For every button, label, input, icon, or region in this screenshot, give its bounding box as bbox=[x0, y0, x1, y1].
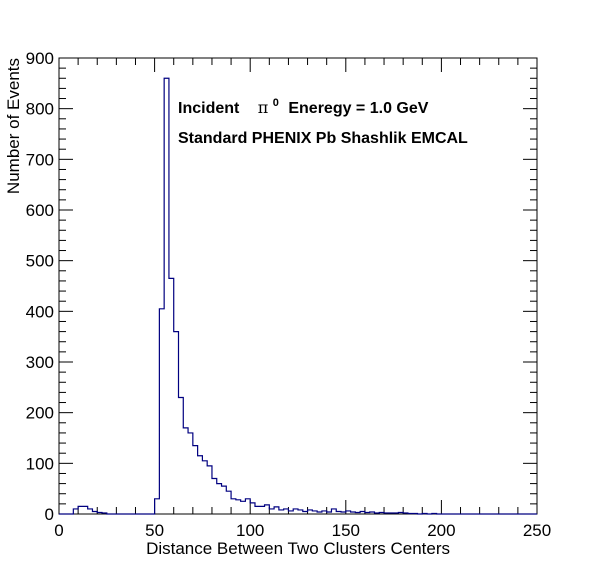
histogram-bin bbox=[207, 466, 212, 514]
histogram-bin bbox=[73, 509, 78, 514]
x-axis-tick-labels: 0 50 100 150 200 250 bbox=[54, 521, 551, 540]
histogram-bin bbox=[198, 456, 203, 514]
annotation-line-1-suffix: Eneregy = 1.0 GeV bbox=[288, 100, 428, 117]
plot-frame bbox=[58, 57, 538, 515]
histogram-bin bbox=[78, 506, 83, 514]
x-tick-label: 150 bbox=[332, 521, 360, 540]
histogram-bin bbox=[212, 479, 217, 514]
histogram-bin bbox=[222, 486, 227, 514]
histogram-bin bbox=[159, 309, 164, 514]
histogram-bin bbox=[183, 428, 188, 514]
y-tick-label: 100 bbox=[26, 454, 54, 473]
y-axis-tick-labels: 0 100 200 300 400 500 600 700 800 900 bbox=[26, 49, 54, 524]
histogram-bin bbox=[260, 506, 265, 514]
x-tick-label: 0 bbox=[54, 521, 63, 540]
x-tick-label: 50 bbox=[145, 521, 164, 540]
histogram-bin bbox=[193, 446, 198, 514]
y-tick-label: 400 bbox=[26, 302, 54, 321]
histogram-bin bbox=[298, 510, 303, 514]
x-tick-label: 100 bbox=[236, 521, 264, 540]
y-axis-ticks bbox=[59, 57, 537, 515]
histogram-bin bbox=[255, 506, 260, 514]
histogram-bin bbox=[179, 397, 184, 514]
histogram-bin bbox=[236, 500, 241, 514]
x-tick-label: 200 bbox=[427, 521, 455, 540]
annotation-line-1: Incident π 0 Eneregy = 1.0 GeV bbox=[178, 93, 429, 117]
histogram-bin bbox=[245, 499, 250, 514]
histogram-bin bbox=[241, 501, 246, 514]
x-tick-label: 250 bbox=[523, 521, 551, 540]
histogram-bin bbox=[169, 278, 174, 514]
y-tick-label: 800 bbox=[26, 100, 54, 119]
y-tick-label: 0 bbox=[45, 505, 54, 524]
histogram-bin bbox=[284, 509, 289, 514]
y-axis-label: Number of Events bbox=[4, 58, 23, 194]
histogram-bin bbox=[217, 484, 222, 514]
histogram-bin bbox=[231, 499, 236, 514]
annotation-line-2: Standard PHENIX Pb Shashlik EMCAL bbox=[178, 130, 468, 147]
annotation-line-1-prefix: Incident bbox=[178, 100, 240, 117]
histogram-bin bbox=[174, 332, 179, 514]
histogram-bin bbox=[88, 509, 93, 514]
histogram-bin bbox=[83, 506, 88, 514]
y-tick-label: 300 bbox=[26, 353, 54, 372]
x-axis-ticks bbox=[58, 58, 538, 514]
histogram-bin bbox=[164, 78, 169, 514]
histogram-bin bbox=[279, 510, 284, 514]
histogram-bin bbox=[202, 461, 207, 514]
histogram-bin bbox=[274, 507, 279, 514]
histogram-bin bbox=[293, 509, 298, 514]
histogram-bin bbox=[308, 510, 313, 514]
annotation-line-1-symbol: π bbox=[258, 98, 269, 117]
histogram-bin bbox=[331, 509, 336, 514]
histogram-bin bbox=[226, 491, 231, 514]
histogram-bin bbox=[188, 433, 193, 514]
y-tick-label: 200 bbox=[26, 404, 54, 423]
annotation-line-1-superscript: 0 bbox=[273, 97, 279, 109]
histogram-bin bbox=[250, 503, 255, 514]
y-tick-label: 700 bbox=[26, 150, 54, 169]
y-tick-label: 500 bbox=[26, 252, 54, 271]
histogram-bin bbox=[155, 499, 160, 514]
histogram-outline bbox=[59, 77, 537, 515]
histogram-bin bbox=[269, 509, 274, 514]
histogram-bin bbox=[265, 505, 270, 514]
y-tick-label: 600 bbox=[26, 201, 54, 220]
x-axis-label: Distance Between Two Clusters Centers bbox=[146, 539, 450, 558]
y-tick-label: 900 bbox=[26, 49, 54, 68]
